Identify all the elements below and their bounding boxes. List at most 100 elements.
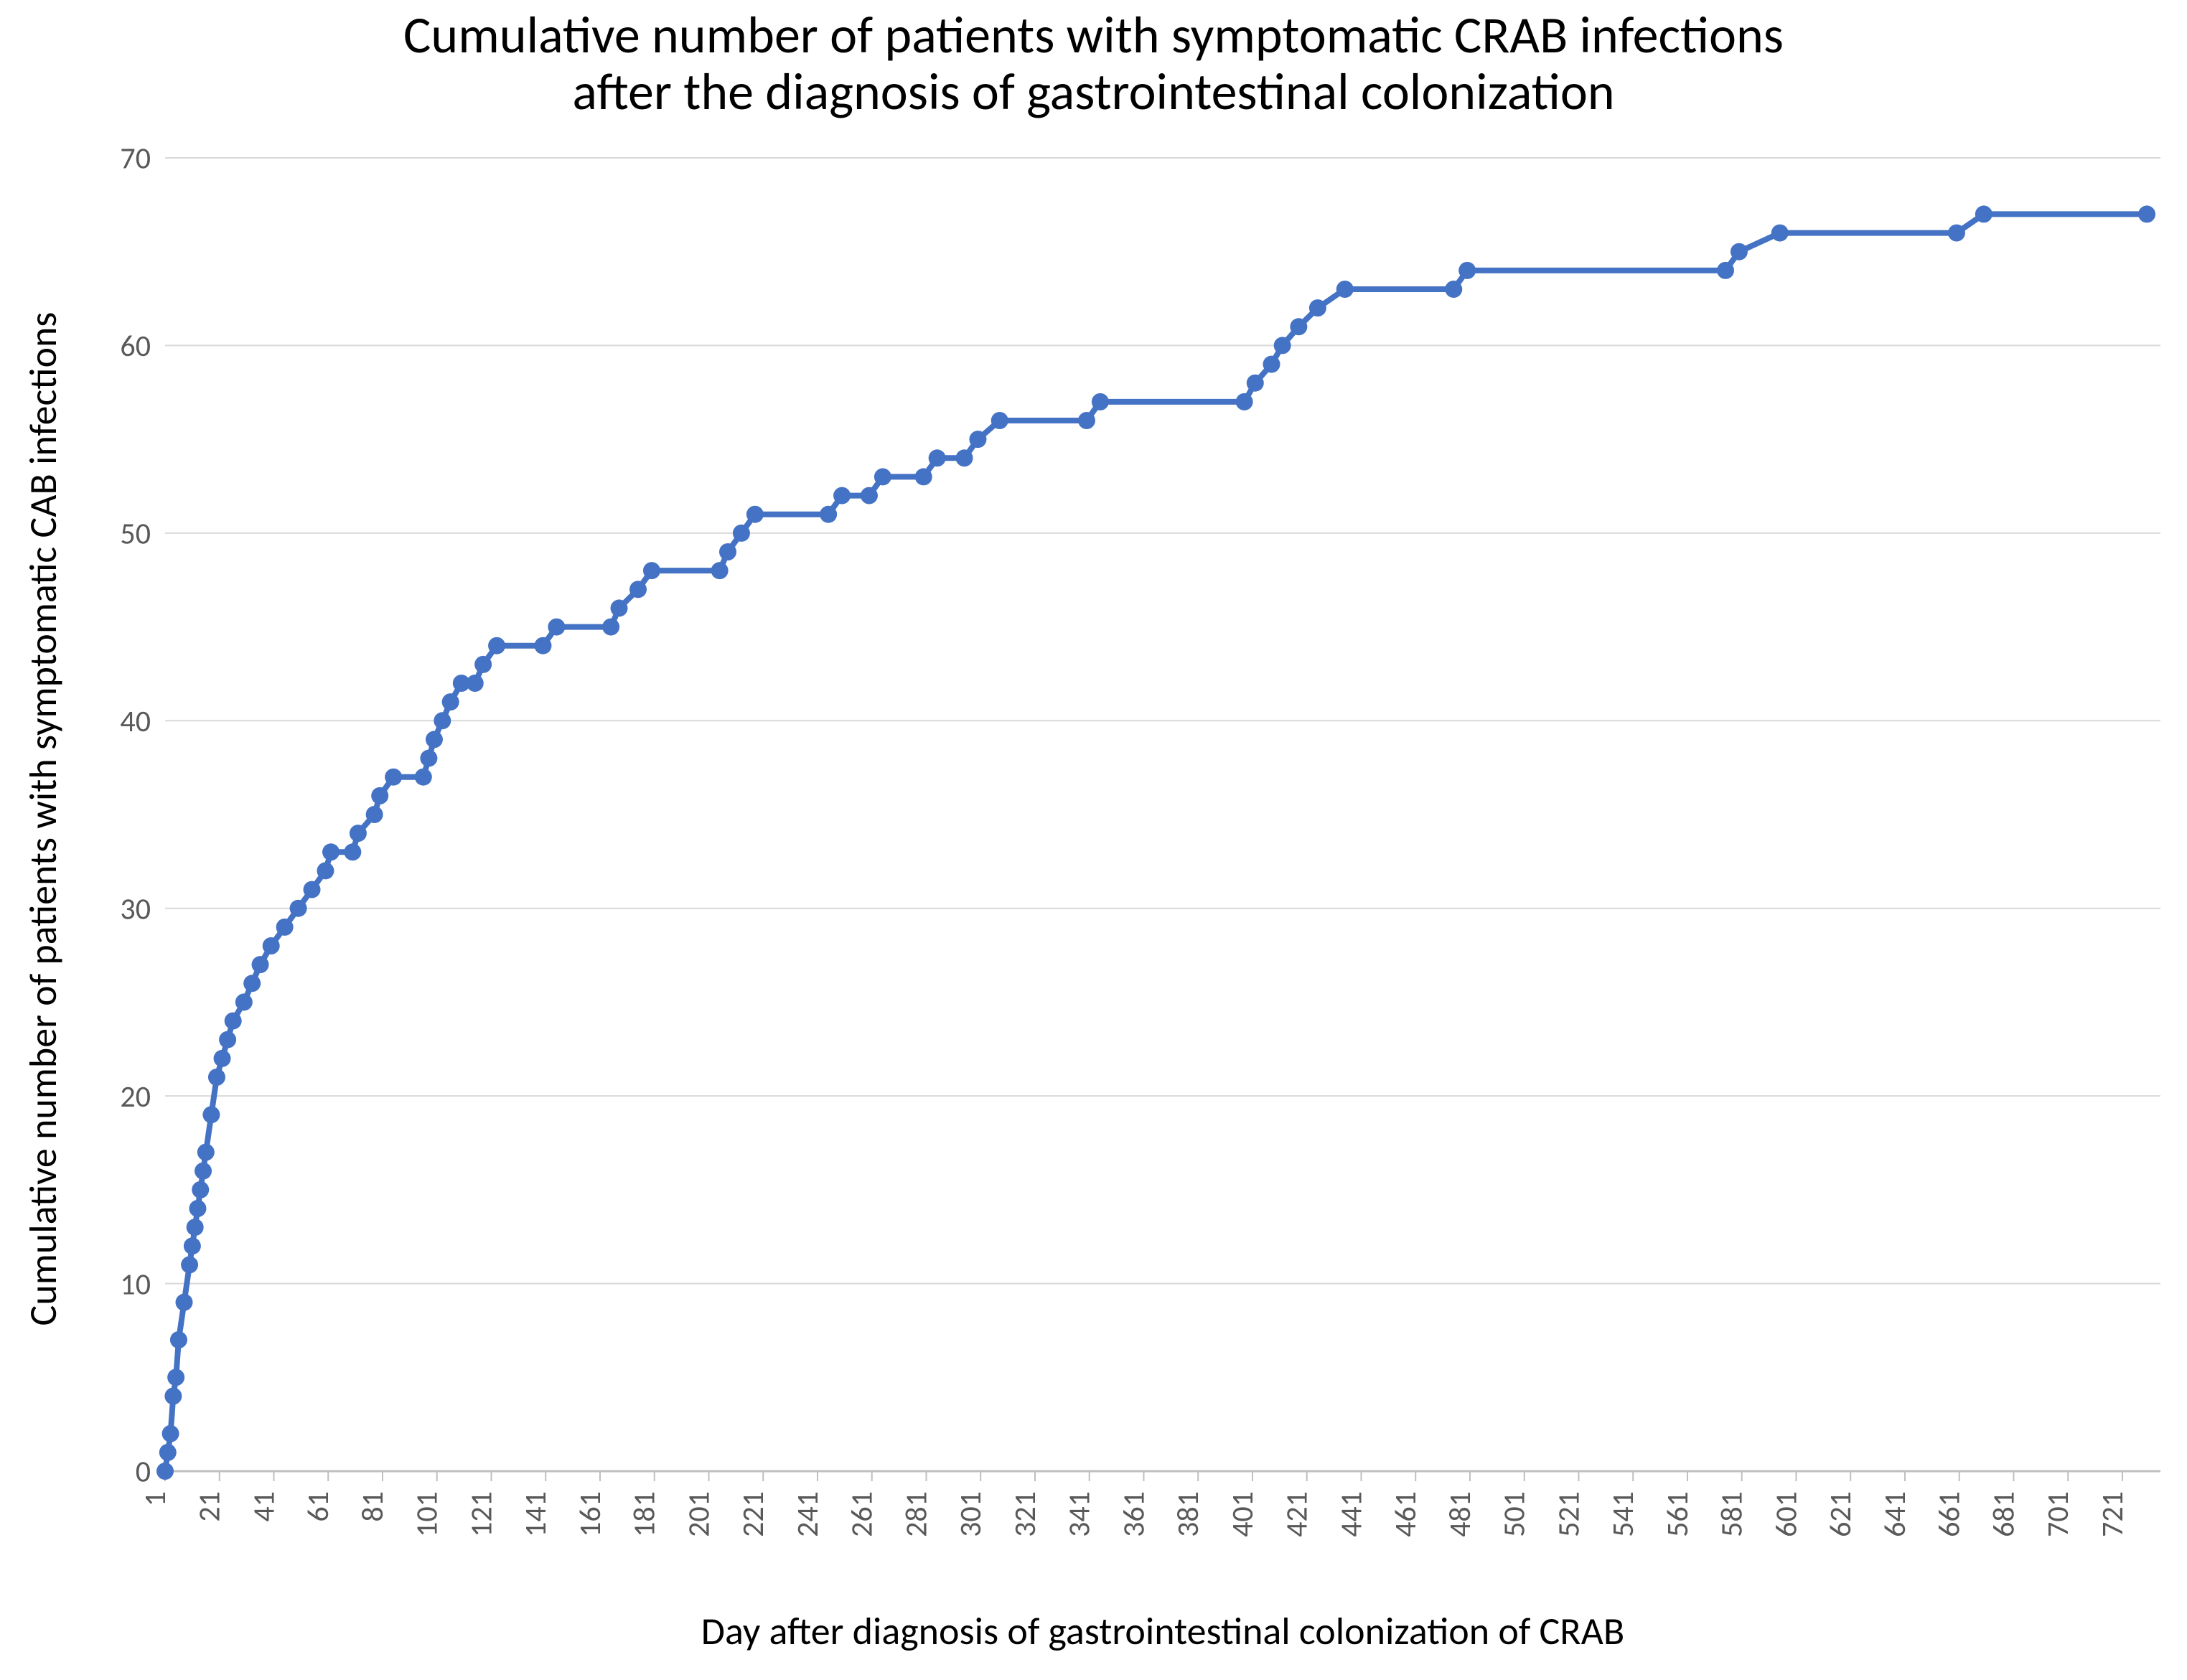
series-marker — [415, 769, 432, 786]
series-marker — [1445, 281, 1462, 298]
x-tick-label: 101 — [409, 1491, 446, 1537]
series-marker — [1336, 281, 1354, 298]
series-marker — [276, 919, 294, 936]
series-marker — [184, 1237, 201, 1254]
x-tick-label: 621 — [1822, 1491, 1859, 1537]
series-marker — [208, 1069, 225, 1086]
series-marker — [243, 975, 261, 992]
series-marker — [711, 562, 729, 579]
x-axis-label: Day after diagnosis of gastrointestinal … — [165, 1608, 2160, 1655]
x-tick-label: 421 — [1279, 1491, 1316, 1537]
series-marker — [366, 806, 383, 823]
x-tick-label: 201 — [680, 1491, 717, 1537]
series-marker — [426, 731, 443, 748]
x-tick-label: 581 — [1714, 1491, 1751, 1537]
series-marker — [252, 956, 269, 973]
x-tick-label: 281 — [898, 1491, 935, 1537]
series-marker — [214, 1050, 231, 1067]
series-marker — [1247, 375, 1264, 392]
series-marker — [192, 1181, 209, 1198]
y-tick-label: 0 — [136, 1454, 151, 1491]
series-marker — [162, 1425, 179, 1442]
series-marker — [235, 993, 253, 1010]
x-tick-label: 501 — [1497, 1491, 1533, 1537]
x-tick-label: 381 — [1170, 1491, 1207, 1537]
x-tick-label: 601 — [1768, 1491, 1804, 1537]
x-tick-label: 261 — [844, 1491, 881, 1537]
series-marker — [170, 1331, 187, 1348]
series-marker — [956, 449, 973, 466]
series-marker — [385, 769, 402, 786]
chart-title: Cumulative number of patients with sympt… — [0, 7, 2187, 121]
x-tick-label: 561 — [1659, 1491, 1696, 1537]
x-tick-label: 701 — [2040, 1491, 2076, 1537]
series-marker — [197, 1144, 215, 1161]
series-marker — [156, 1463, 174, 1480]
series-marker — [176, 1294, 193, 1311]
x-tick-label: 121 — [463, 1491, 500, 1537]
series-marker — [1458, 262, 1476, 279]
series-marker — [611, 599, 628, 616]
series-marker — [2138, 205, 2155, 222]
chart-container: Cumulative number of patients with sympt… — [0, 0, 2187, 1680]
series-marker — [322, 843, 339, 860]
series-marker — [602, 619, 619, 636]
series-marker — [350, 825, 367, 842]
series-marker — [534, 637, 551, 654]
series-marker — [1731, 243, 1748, 261]
x-tick-label: 321 — [1007, 1491, 1044, 1537]
series-marker — [1771, 225, 1789, 242]
x-tick-label: 41 — [245, 1491, 282, 1522]
x-tick-label: 641 — [1877, 1491, 1914, 1537]
series-marker — [929, 449, 946, 466]
series-marker — [488, 637, 505, 654]
series-marker — [733, 525, 750, 542]
chart-svg: 0102030405060701214161811011211411611812… — [0, 0, 2187, 1680]
series-marker — [1274, 337, 1291, 354]
series-marker — [874, 468, 891, 485]
x-tick-label: 221 — [735, 1491, 772, 1537]
series-marker — [1309, 299, 1326, 316]
y-tick-label: 50 — [120, 516, 151, 553]
series-marker — [1236, 393, 1253, 410]
x-tick-label: 161 — [572, 1491, 609, 1537]
series-marker — [434, 712, 451, 729]
x-tick-label: 481 — [1442, 1491, 1479, 1537]
x-tick-label: 21 — [192, 1491, 228, 1522]
y-tick-label: 10 — [120, 1266, 151, 1303]
series-marker — [290, 900, 307, 917]
series-marker — [202, 1106, 220, 1123]
x-tick-label: 181 — [627, 1491, 663, 1537]
series-marker — [1290, 318, 1307, 335]
y-tick-label: 70 — [120, 141, 151, 177]
series-marker — [159, 1444, 177, 1461]
series-marker — [719, 543, 736, 560]
series-marker — [820, 506, 837, 523]
series-marker — [1948, 225, 1965, 242]
x-tick-label: 61 — [300, 1491, 337, 1522]
series-marker — [1717, 262, 1734, 279]
series-marker — [420, 750, 437, 767]
series-marker — [1078, 412, 1095, 429]
x-tick-label: 81 — [355, 1491, 391, 1522]
x-tick-label: 721 — [2094, 1491, 2131, 1537]
x-tick-label: 301 — [952, 1491, 989, 1537]
x-tick-label: 441 — [1333, 1491, 1369, 1537]
x-tick-label: 361 — [1115, 1491, 1152, 1537]
x-tick-label: 541 — [1605, 1491, 1642, 1537]
x-tick-label: 461 — [1387, 1491, 1424, 1537]
series-marker — [167, 1369, 184, 1386]
series-marker — [991, 412, 1008, 429]
y-tick-label: 60 — [120, 328, 151, 365]
series-marker — [833, 487, 851, 505]
x-tick-label: 661 — [1931, 1491, 1968, 1537]
series-marker — [219, 1031, 236, 1048]
x-tick-label: 1 — [137, 1491, 174, 1506]
series-marker — [746, 506, 764, 523]
series-marker — [474, 656, 492, 673]
series-marker — [548, 619, 565, 636]
y-tick-label: 20 — [120, 1079, 151, 1115]
series-marker — [371, 787, 388, 804]
series-marker — [1092, 393, 1109, 410]
series-marker — [317, 862, 334, 879]
